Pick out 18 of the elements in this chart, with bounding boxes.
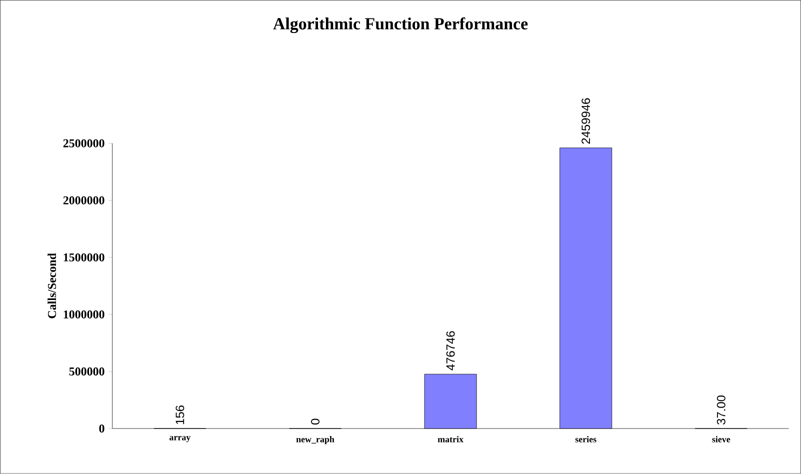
- x-tick-label: array: [170, 436, 191, 442]
- y-tick-label: 500000: [69, 368, 104, 376]
- y-tick-label: 0: [99, 424, 104, 433]
- y-tick-label: 2000000: [63, 196, 104, 204]
- data-label: 476746: [446, 331, 455, 370]
- x-tick-label: series: [575, 436, 596, 442]
- data-label: 0: [311, 418, 320, 425]
- x-tick-label: matrix: [438, 436, 464, 442]
- data-label: 37.00: [716, 396, 726, 425]
- chart-title: Algorithmic Function Performance: [273, 18, 528, 34]
- x-tick-label: sieve: [712, 436, 730, 442]
- data-label: 156: [176, 406, 184, 424]
- data-label: 2459946: [582, 98, 590, 144]
- y-axis-title: Calls/Second: [48, 253, 56, 318]
- y-tick-label: 2500000: [63, 139, 104, 148]
- x-tick-label: new_raph: [296, 436, 334, 444]
- y-tick-label: 1500000: [64, 253, 104, 262]
- y-tick-label: 1000000: [64, 310, 104, 319]
